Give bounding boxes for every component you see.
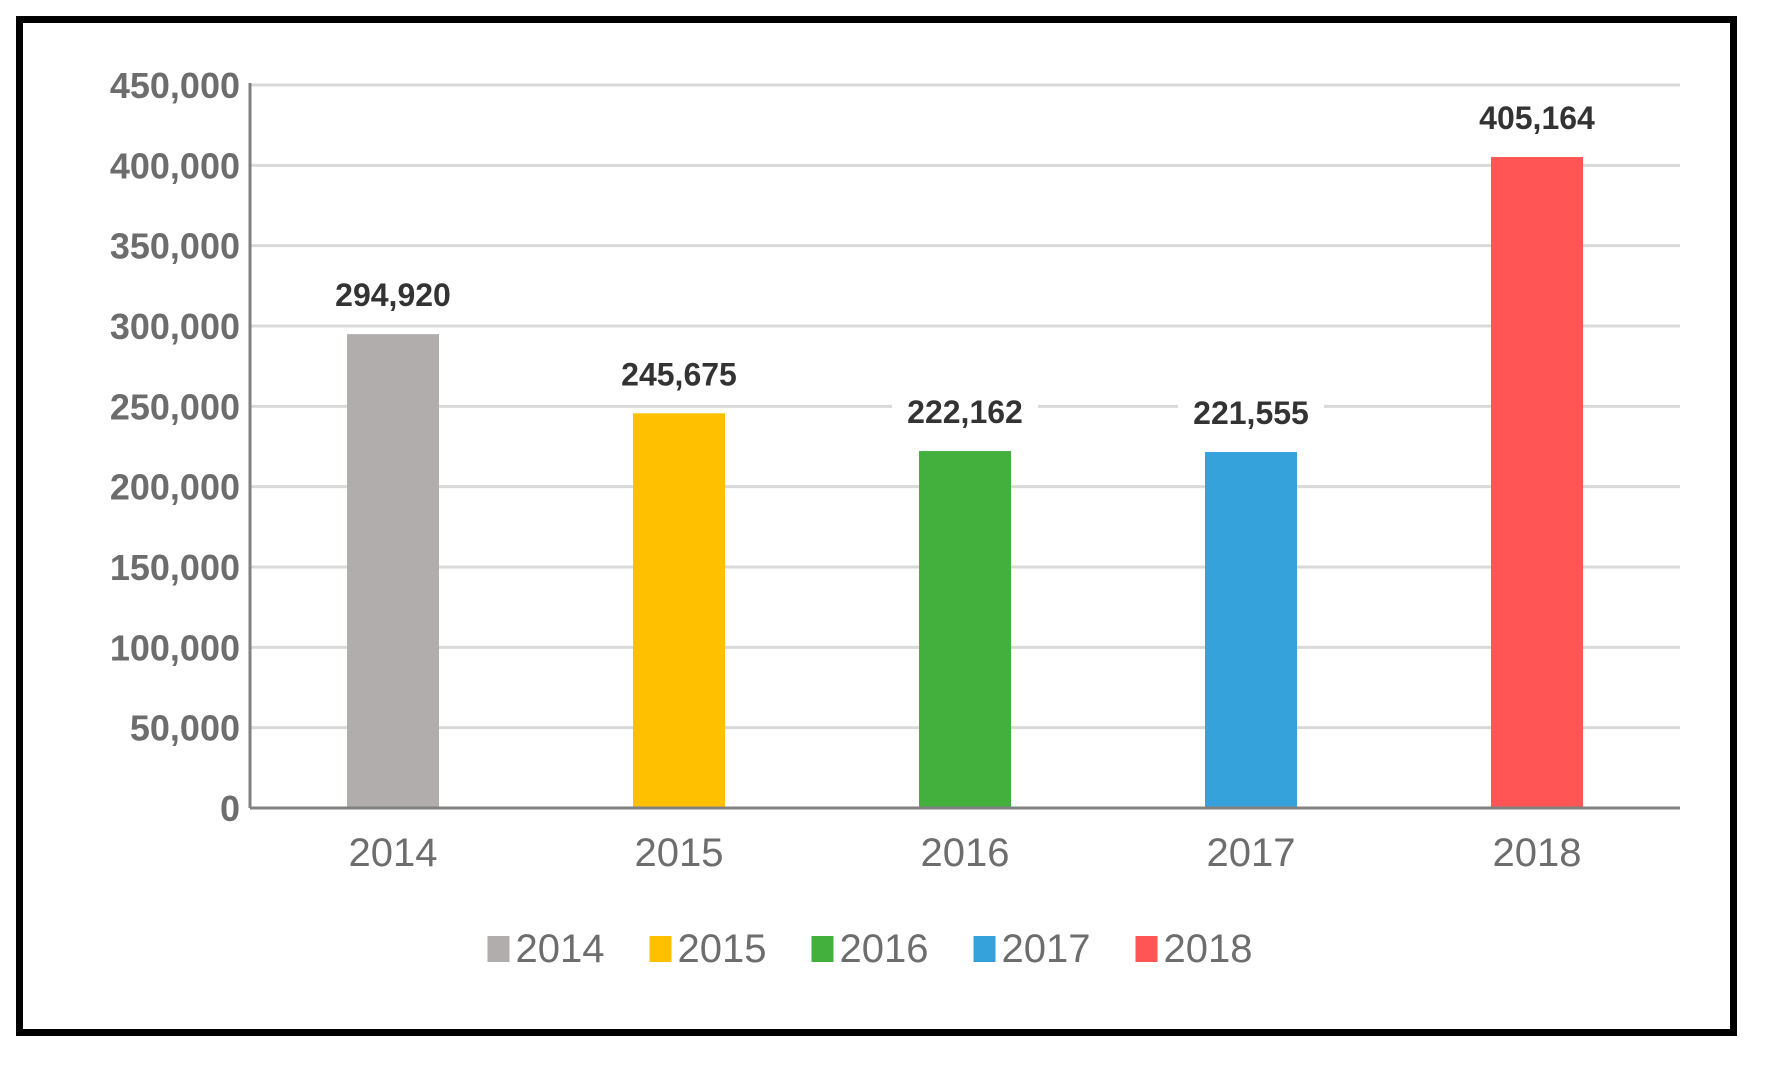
legend-label-2017: 2017 <box>1002 927 1091 971</box>
bar-2016 <box>919 451 1011 808</box>
data-labels: 294,920 245,675 222,162 221,555 405,164 <box>320 99 1610 435</box>
legend-label-2016: 2016 <box>840 927 929 971</box>
y-tick-label: 200,000 <box>110 467 240 508</box>
bar-2018 <box>1491 157 1583 808</box>
x-tick-label: 2018 <box>1493 831 1582 875</box>
y-tick-label: 350,000 <box>110 226 240 267</box>
y-tick-label: 400,000 <box>110 145 240 186</box>
x-axis-ticks: 2014 2015 2016 2017 2018 <box>349 831 1582 875</box>
bar-2015 <box>633 413 725 808</box>
data-label-background <box>892 393 1038 434</box>
y-tick-label: 450,000 <box>110 65 240 106</box>
y-axis-ticks: 0 50,000 100,000 150,000 200,000 250,000 300,0… <box>110 65 240 829</box>
bar-2014 <box>347 334 439 808</box>
data-label-background <box>606 355 752 396</box>
data-label-background <box>1178 394 1324 435</box>
y-tick-label: 150,000 <box>110 547 240 588</box>
legend-label-2015: 2015 <box>678 927 767 971</box>
chart-frame <box>16 16 1737 1036</box>
legend-swatch-2016 <box>811 936 834 962</box>
y-tick-label: 300,000 <box>110 306 240 347</box>
data-label-background <box>320 276 466 317</box>
axes <box>248 83 1680 810</box>
bar-2017 <box>1205 452 1297 808</box>
data-label-2014: 294,920 <box>335 277 451 313</box>
legend-swatch-2017 <box>973 936 996 962</box>
gridlines <box>250 83 1680 730</box>
x-tick-label: 2014 <box>349 831 438 875</box>
data-label-2018: 405,164 <box>1479 100 1595 136</box>
legend-label-2018: 2018 <box>1164 927 1253 971</box>
x-tick-label: 2016 <box>921 831 1010 875</box>
x-tick-label: 2015 <box>635 831 724 875</box>
data-label-background <box>1464 99 1610 140</box>
y-tick-label: 50,000 <box>130 708 240 749</box>
data-label-2016: 222,162 <box>907 394 1023 430</box>
legend: 2014 2015 2016 2017 2018 <box>487 927 1253 971</box>
legend-swatch-2015 <box>649 936 672 962</box>
data-label-2015: 245,675 <box>621 356 737 392</box>
y-tick-label: 100,000 <box>110 627 240 668</box>
legend-label-2014: 2014 <box>516 927 605 971</box>
bars <box>347 157 1583 808</box>
legend-swatch-2018 <box>1135 936 1158 962</box>
x-tick-label: 2017 <box>1207 831 1296 875</box>
data-label-2017: 221,555 <box>1193 395 1309 431</box>
y-tick-label: 250,000 <box>110 386 240 427</box>
y-tick-label: 0 <box>220 788 240 829</box>
legend-swatch-2014 <box>487 936 510 962</box>
